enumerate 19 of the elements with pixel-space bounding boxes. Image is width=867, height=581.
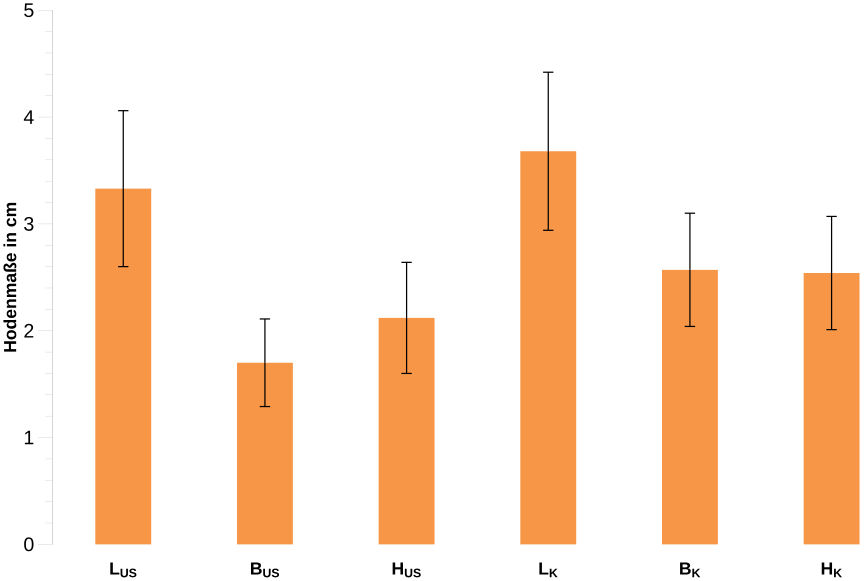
y-tick-label: 4 [24, 110, 34, 124]
bar [378, 318, 435, 544]
bar [804, 273, 860, 544]
bar [662, 270, 718, 544]
y-axis-title: Hodenmaße in cm [3, 203, 16, 352]
y-tick-label: 1 [24, 430, 34, 444]
x-tick-label: B$_{US}$ [250, 562, 280, 578]
y-tick-label: 0 [24, 538, 34, 552]
x-tick-label: L$_{US}$ [110, 562, 136, 578]
y-tick-label: 5 [24, 4, 34, 18]
x-tick-label: H$_{K}$ [822, 562, 842, 578]
bar [236, 362, 293, 544]
bar [520, 151, 576, 544]
x-tick-label: L$_{K}$ [539, 562, 558, 578]
y-tick-label: 2 [24, 324, 34, 338]
y-tick-label: 3 [24, 217, 34, 231]
x-tick-label: B$_{K}$ [680, 562, 700, 578]
x-tick-label: H$_{US}$ [392, 562, 421, 578]
bar [95, 188, 152, 544]
